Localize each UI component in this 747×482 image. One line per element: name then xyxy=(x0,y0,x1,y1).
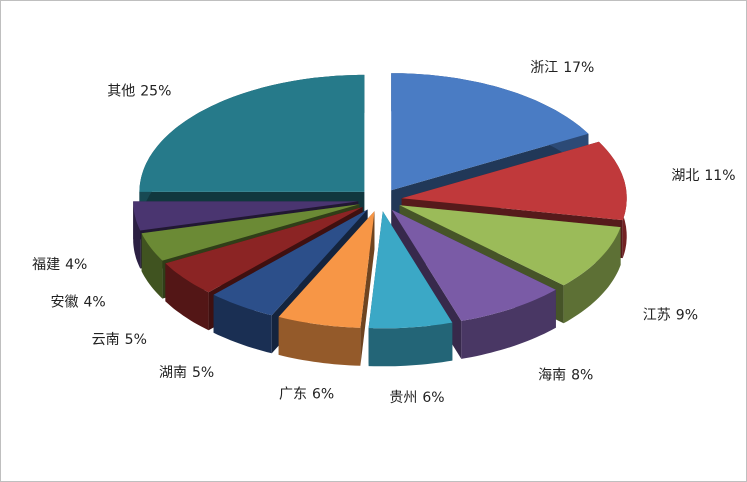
slice-top xyxy=(133,201,359,231)
slice-wall xyxy=(278,316,361,366)
data-label: 江苏 9% xyxy=(643,308,698,324)
slice-top xyxy=(278,211,375,328)
data-label: 安徽 4% xyxy=(50,295,105,311)
slice-top xyxy=(368,211,453,329)
label-value: 4% xyxy=(65,257,87,273)
data-label: 其他 25% xyxy=(107,84,171,100)
label-value: 8% xyxy=(571,368,593,384)
data-label: 海南 8% xyxy=(538,368,593,384)
label-category: 贵州 xyxy=(389,390,417,406)
slice-wall xyxy=(461,289,556,359)
label-category: 福建 xyxy=(32,257,60,273)
slice-wall xyxy=(368,322,453,367)
label-value: 5% xyxy=(192,365,214,381)
slice-wall xyxy=(563,227,621,324)
slice-top xyxy=(401,141,627,221)
label-category: 湖南 xyxy=(159,365,187,381)
slice-top xyxy=(391,73,589,191)
slice-top xyxy=(213,209,368,316)
data-label: 福建 4% xyxy=(32,257,87,273)
slice-top xyxy=(139,74,365,192)
data-label: 湖南 5% xyxy=(159,365,214,381)
data-label: 贵州 6% xyxy=(389,390,444,406)
label-value: 6% xyxy=(422,390,444,406)
label-value: 5% xyxy=(125,332,147,348)
label-value: 25% xyxy=(140,84,171,100)
slice-wall xyxy=(133,201,141,269)
label-value: 4% xyxy=(83,295,105,311)
label-category: 云南 xyxy=(92,332,120,348)
slice xyxy=(278,211,375,366)
label-category: 安徽 xyxy=(50,295,78,311)
slice-wall xyxy=(165,263,209,331)
slice-top xyxy=(399,205,621,286)
slice-wall xyxy=(213,294,272,354)
data-label: 云南 5% xyxy=(92,332,147,348)
label-category: 广东 xyxy=(279,387,307,403)
slice-top xyxy=(141,204,360,261)
label-value: 6% xyxy=(312,387,334,403)
data-label: 湖北 11% xyxy=(671,168,735,184)
label-category: 江苏 xyxy=(643,308,671,324)
slice xyxy=(391,209,556,359)
label-category: 浙江 xyxy=(530,60,558,76)
slice-side xyxy=(141,204,360,272)
slice-wall xyxy=(141,233,163,299)
label-value: 9% xyxy=(676,308,698,324)
label-category: 其他 xyxy=(107,84,135,100)
slice-top xyxy=(391,209,556,321)
label-value: 17% xyxy=(563,60,594,76)
slice-top xyxy=(165,207,363,293)
data-label: 广东 6% xyxy=(279,387,334,403)
slice xyxy=(368,211,453,367)
label-category: 海南 xyxy=(538,368,566,384)
label-value: 11% xyxy=(704,168,735,184)
data-label: 浙江 17% xyxy=(530,60,594,76)
label-category: 湖北 xyxy=(671,168,699,184)
